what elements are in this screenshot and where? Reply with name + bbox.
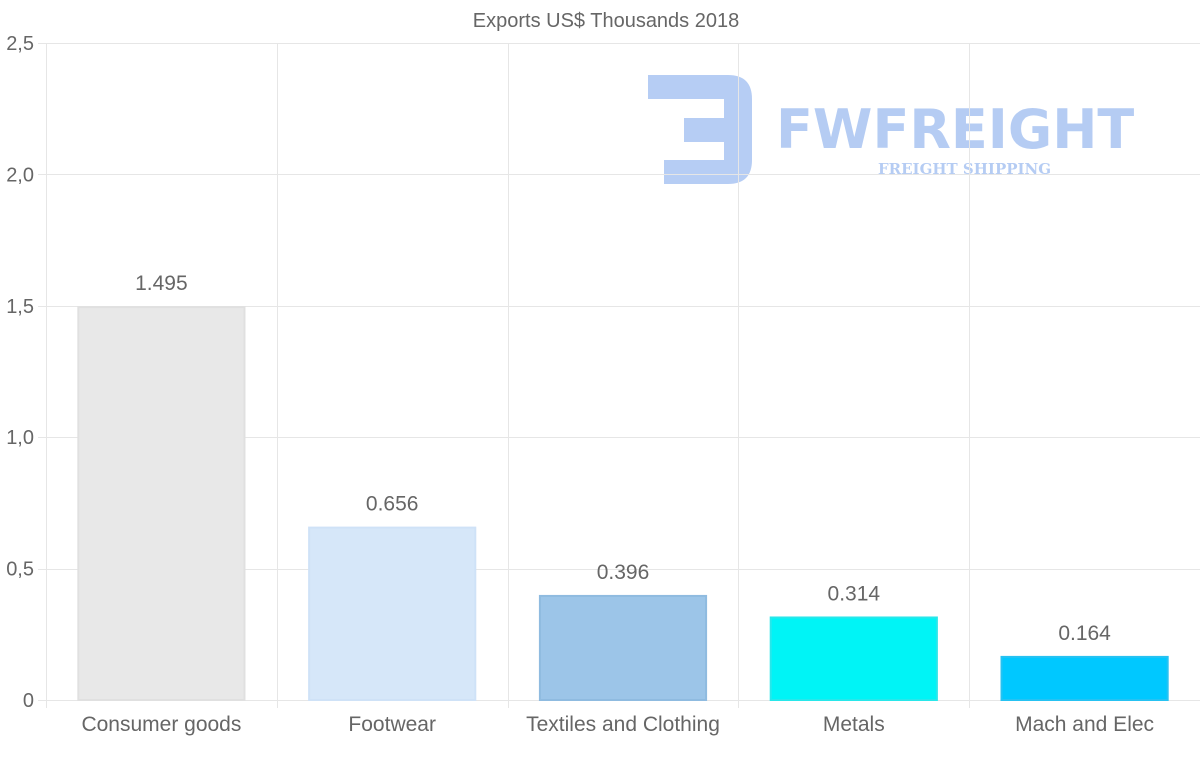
fwfreight-watermark: FWFREIGHT FREIGHT SHIPPING bbox=[648, 75, 1134, 184]
bar-2 bbox=[538, 594, 708, 702]
x-tick-label-3: Metals bbox=[823, 713, 885, 736]
data-label-0: 1.495 bbox=[135, 272, 188, 295]
y-tick-label-1: 0,5 bbox=[6, 559, 34, 581]
x-tick-label-1: Footwear bbox=[348, 713, 436, 736]
data-label-3: 0.314 bbox=[828, 582, 881, 605]
data-label-1: 0.656 bbox=[366, 493, 419, 516]
y-tick-label-2: 1,0 bbox=[6, 427, 34, 449]
x-tick-label-4: Mach and Elec bbox=[1015, 713, 1154, 736]
watermark-brand: FWFREIGHT bbox=[776, 98, 1134, 161]
bar-0 bbox=[77, 306, 246, 701]
y-axis-ticks: 0 0,5 1,0 1,5 2,0 2,5 bbox=[6, 33, 34, 712]
fwfreight-logo-icon bbox=[648, 75, 752, 184]
data-label-4: 0.164 bbox=[1058, 622, 1111, 645]
y-tick-label-4: 2,0 bbox=[6, 164, 34, 186]
value-labels: 1.495 0.656 0.396 0.314 0.164 bbox=[135, 272, 1111, 645]
y-tick-label-3: 1,5 bbox=[6, 296, 34, 318]
watermark-tagline: FREIGHT SHIPPING bbox=[878, 160, 1051, 178]
data-label-2: 0.396 bbox=[597, 561, 650, 584]
x-tick-label-0: Consumer goods bbox=[81, 713, 241, 736]
bar-4 bbox=[1000, 655, 1169, 702]
bars bbox=[77, 306, 1169, 702]
y-tick-label-0: 0 bbox=[23, 690, 34, 712]
bar-3 bbox=[769, 616, 938, 701]
bar-1 bbox=[308, 526, 477, 702]
x-tick-label-2: Textiles and Clothing bbox=[526, 713, 720, 736]
chart-title: Exports US$ Thousands 2018 bbox=[473, 10, 739, 32]
y-tick-label-5: 2,5 bbox=[6, 33, 34, 55]
x-axis-ticks: Consumer goods Footwear Textiles and Cloth… bbox=[81, 713, 1154, 736]
